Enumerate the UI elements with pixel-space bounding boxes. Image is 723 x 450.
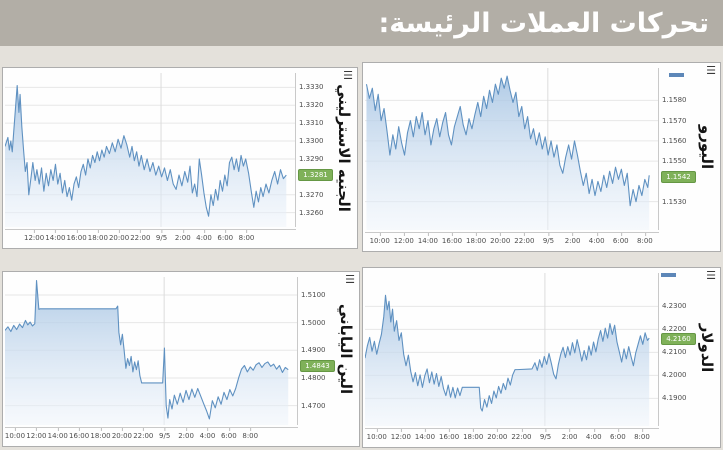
x-axis-tick: 8:00 [238, 230, 255, 242]
menu-icon[interactable]: ☰ [706, 269, 716, 282]
x-axis-tick: 9/5 [155, 230, 168, 242]
x-axis-tick: 14:00 [45, 230, 66, 242]
x-axis-tick: 18:00 [463, 429, 484, 441]
y-axis-tick: 1.3290 [299, 154, 324, 163]
chart-scrollbar-handle[interactable] [661, 273, 676, 277]
chart-scrollbar-handle[interactable] [669, 73, 684, 77]
x-axis-tick: 8:00 [634, 429, 650, 441]
x-axis: 10:00 12:00 14:00 16:00 18:00 20:00 22:00 9/5 2:… [365, 232, 659, 249]
y-axis-tick: 1.1550 [662, 157, 687, 166]
y-axis: 4.2300 4.2200 4.2100 4.2000 4.1900 [659, 273, 694, 426]
x-axis-tick: 8:00 [637, 233, 653, 245]
x-axis-tick: 16:00 [438, 429, 460, 441]
chart-panel-yen: 1.4843 1.5100 1.5000 1.4900 1.4800 1.4700 10… [2, 271, 360, 447]
x-axis-tick: 2:00 [174, 230, 191, 242]
x-axis-tick: 9/5 [159, 428, 171, 440]
x-axis-tick: 22:00 [514, 233, 535, 245]
x-axis-tick: 10:00 [369, 233, 390, 245]
y-axis-tick: 1.1530 [662, 197, 687, 206]
x-axis-tick: 12:00 [390, 429, 411, 441]
x-axis-tick: 20:00 [108, 230, 130, 242]
y-axis: 1.3330 1.3320 1.3310 1.3300 1.3290 1.3270 1.32… [296, 73, 331, 227]
x-axis-tick: 9/5 [539, 429, 552, 441]
x-axis-tick: 4:00 [196, 230, 212, 242]
x-axis-tick: 20:00 [487, 429, 508, 441]
y-axis-tick: 4.2300 [662, 302, 687, 311]
menu-icon[interactable]: ☰ [706, 64, 716, 77]
price-chart-yen[interactable] [5, 277, 298, 425]
x-axis-tick: 22:00 [511, 429, 532, 441]
x-axis-tick: 16:00 [441, 233, 463, 245]
price-chart-euro[interactable] [365, 68, 659, 230]
currency-label-euro: اليورو [698, 124, 716, 170]
x-axis: 10:00 12:00 14:00 16:00 18:00 20:00 22:00 9/5 2:… [5, 427, 298, 444]
x-axis-tick: 2:00 [564, 233, 581, 245]
y-axis-tick: 1.3260 [299, 208, 324, 217]
currency-label-pound: الجنيه الاسترليني [335, 84, 353, 212]
x-axis-tick: 10:00 [4, 428, 26, 440]
x-axis-tick: 20:00 [490, 233, 511, 245]
currency-label-yen: الين الياباني [337, 303, 355, 395]
y-axis-tick: 4.2200 [662, 325, 687, 334]
x-axis: 12:00 14:00 16:00 18:00 20:00 22:00 9/5 2:00 4:0… [5, 229, 296, 246]
y-axis-tick: 1.1580 [662, 96, 687, 105]
menu-icon[interactable]: ☰ [345, 273, 355, 286]
y-axis-tick: 1.3310 [299, 119, 324, 128]
price-chart-pound[interactable] [5, 73, 296, 227]
x-axis-tick: 8:00 [242, 428, 259, 440]
x-axis-tick: 6:00 [217, 230, 234, 242]
x-axis-tick: 12:00 [26, 428, 47, 440]
x-axis-tick: 2:00 [178, 428, 194, 440]
x-axis-tick: 22:00 [130, 230, 151, 242]
chart-panel-pound: 1.3281 1.3330 1.3320 1.3310 1.3300 1.3290 1.3… [2, 67, 358, 249]
x-axis-tick: 18:00 [87, 230, 108, 242]
x-axis-tick: 6:00 [612, 233, 629, 245]
x-axis-tick: 16:00 [69, 428, 90, 440]
chart-panel-euro: 1.1542 1.1580 1.1570 1.1560 1.1550 1.1530 10… [362, 62, 721, 252]
x-axis-tick: 12:00 [24, 230, 45, 242]
currency-label-dollar: الدولار [698, 323, 716, 372]
banner: تحركات العملات الرئيسة: [0, 0, 723, 46]
y-axis: 1.1580 1.1570 1.1560 1.1550 1.1530 [659, 68, 694, 230]
x-axis-tick: 6:00 [609, 429, 626, 441]
y-axis-tick: 1.1560 [662, 136, 687, 145]
y-axis-tick: 1.4700 [301, 401, 326, 410]
x-axis-tick: 4:00 [585, 429, 602, 441]
y-axis-tick: 4.2100 [662, 348, 687, 357]
x-axis-tick: 10:00 [366, 429, 387, 441]
y-axis-tick: 4.1900 [662, 394, 687, 403]
y-axis-tick: 1.4800 [301, 373, 326, 382]
y-axis-tick: 1.5000 [301, 318, 326, 327]
page-title: تحركات العملات الرئيسة: [378, 7, 709, 39]
y-axis-tick: 1.3270 [299, 190, 324, 199]
y-axis-tick: 1.3300 [299, 137, 324, 146]
x-axis-tick: 6:00 [220, 428, 237, 440]
y-axis: 1.5100 1.5000 1.4900 1.4800 1.4700 [298, 277, 333, 425]
y-axis-tick: 4.2000 [662, 371, 687, 380]
x-axis-tick: 16:00 [66, 230, 87, 242]
x-axis-tick: 4:00 [588, 233, 605, 245]
x-axis-tick: 14:00 [417, 233, 438, 245]
y-axis-tick: 1.4900 [301, 346, 326, 355]
y-axis-tick: 1.3330 [299, 83, 324, 92]
chart-panel-dollar: 4.2160 4.2300 4.2200 4.2100 4.2000 4.1900 10… [362, 267, 721, 448]
x-axis-tick: 2:00 [561, 429, 578, 441]
x-axis-tick: 4:00 [199, 428, 216, 440]
x-axis-tick: 22:00 [133, 428, 154, 440]
x-axis-tick: 20:00 [111, 428, 132, 440]
menu-icon[interactable]: ☰ [343, 69, 353, 82]
x-axis-tick: 12:00 [393, 233, 414, 245]
y-axis-tick: 1.5100 [301, 290, 326, 299]
x-axis-tick: 9/5 [542, 233, 555, 245]
x-axis-tick: 18:00 [90, 428, 111, 440]
y-axis-tick: 1.3320 [299, 101, 324, 110]
x-axis: 10:00 12:00 14:00 16:00 18:00 20:00 22:00 9/5 2:… [365, 428, 659, 445]
x-axis-tick: 14:00 [414, 429, 436, 441]
x-axis-tick: 18:00 [466, 233, 487, 245]
y-axis-tick: 1.1570 [662, 116, 687, 125]
price-chart-dollar[interactable] [365, 273, 659, 426]
x-axis-tick: 14:00 [47, 428, 68, 440]
